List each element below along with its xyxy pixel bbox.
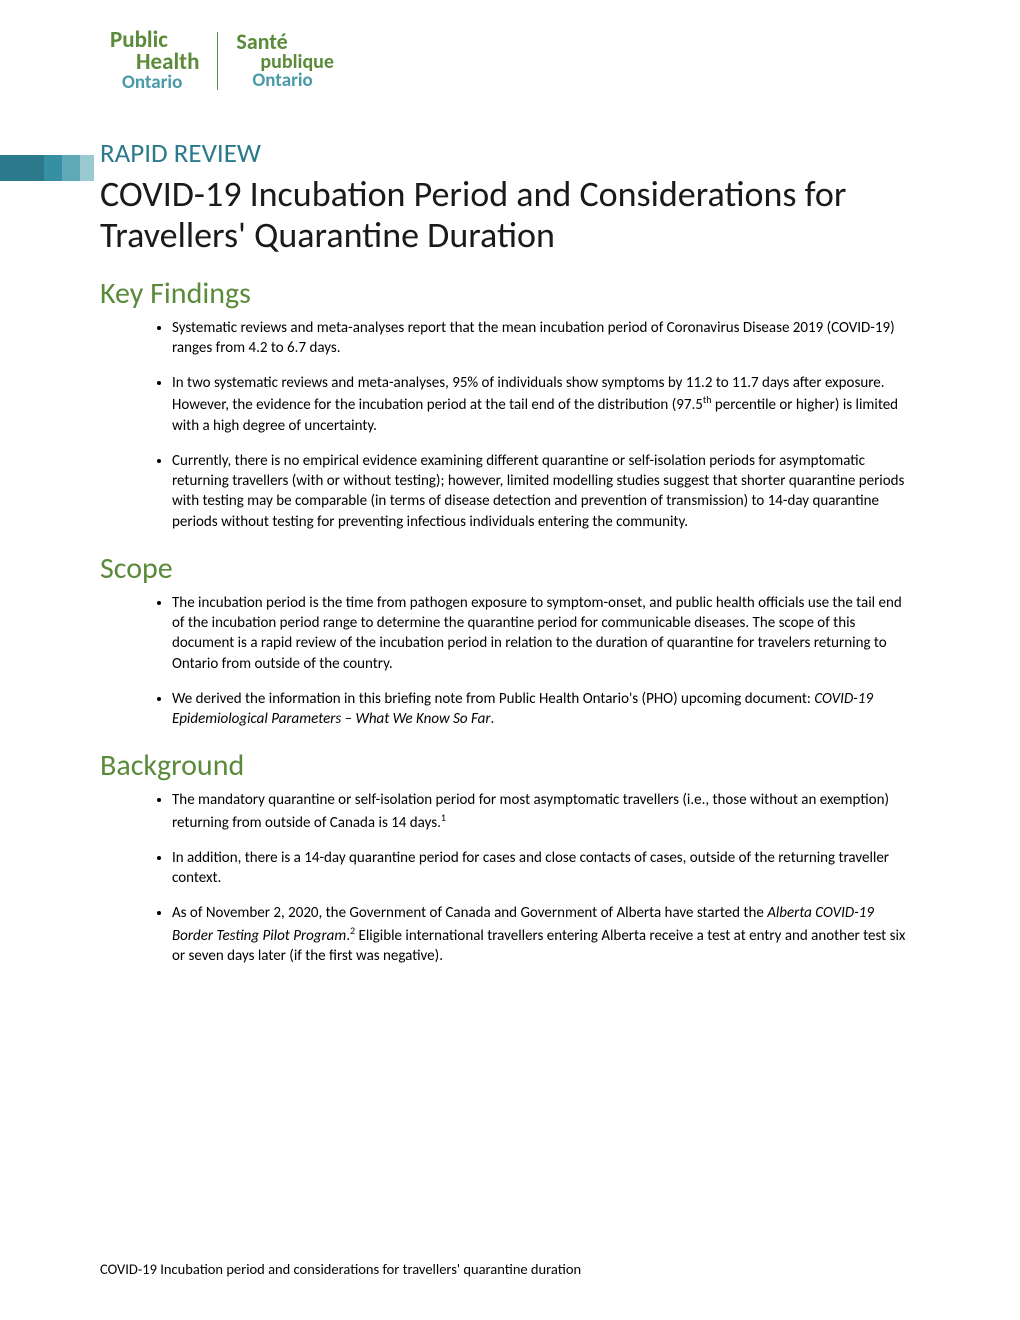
logo-fr-line3: Ontario (252, 72, 334, 90)
list-item: As of November 2, 2020, the Government o… (172, 903, 920, 966)
heading-key-findings: Key Findings (100, 275, 920, 312)
list-item: Currently, there is no empirical evidenc… (172, 451, 920, 532)
list-item: In two systematic reviews and meta-analy… (172, 373, 920, 436)
key-findings-list: Systematic reviews and meta-analyses rep… (100, 318, 920, 532)
logo-header: Public Health Ontario Santé publique Ont… (110, 30, 920, 92)
logo-french: Santé publique Ontario (236, 32, 334, 90)
logo-divider (217, 32, 218, 90)
accent-bar (0, 155, 94, 181)
list-item: We derived the information in this brief… (172, 689, 920, 730)
logo-en-line3: Ontario (122, 74, 199, 92)
heading-scope: Scope (100, 550, 920, 587)
scope-list: The incubation period is the time from p… (100, 593, 920, 730)
logo-english: Public Health Ontario (110, 30, 199, 92)
footer-text: COVID-19 Incubation period and considera… (100, 1260, 581, 1278)
list-item: In addition, there is a 14-day quarantin… (172, 848, 920, 889)
background-list: The mandatory quarantine or self-isolati… (100, 790, 920, 966)
heading-background: Background (100, 747, 920, 784)
list-item: The mandatory quarantine or self-isolati… (172, 790, 920, 833)
document-type: RAPID REVIEW (100, 137, 920, 170)
page-title: COVID-19 Incubation Period and Considera… (100, 174, 920, 257)
list-item: Systematic reviews and meta-analyses rep… (172, 318, 920, 359)
list-item: The incubation period is the time from p… (172, 593, 920, 674)
